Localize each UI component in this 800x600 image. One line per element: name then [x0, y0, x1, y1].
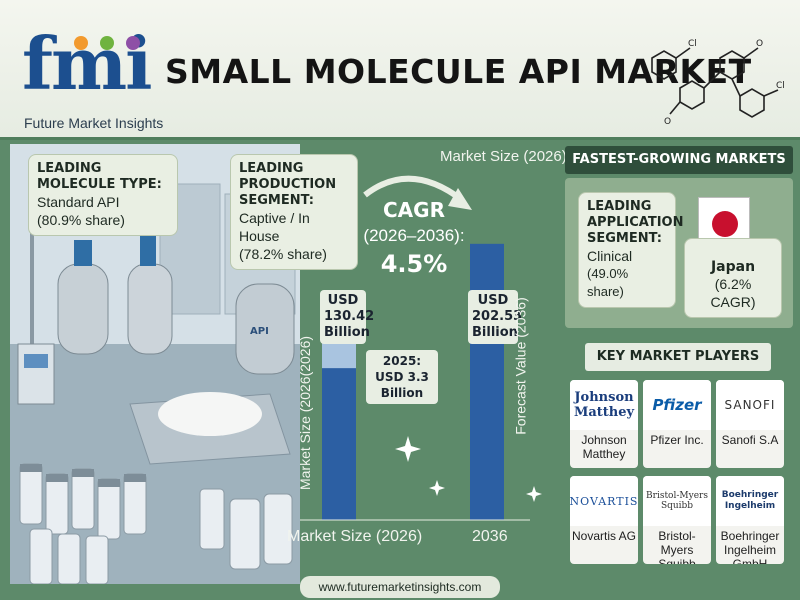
page-title: SMALL MOLECULE API MARKET [165, 52, 752, 91]
player-name: Johnson Matthey [581, 433, 627, 461]
note-2025: 2025: USD 3.3 Billion [366, 350, 438, 404]
bar-2036-label: USD 202.53 Billion [468, 290, 522, 344]
country-name: Japan [710, 259, 756, 275]
sparkle-icons [395, 436, 542, 502]
svg-text:O: O [756, 39, 763, 49]
logo-subtitle: Future Market Insights [24, 115, 164, 131]
svg-text:O: O [664, 117, 671, 127]
callout-molecule-type: LEADING MOLECULE TYPE: Standard API (80.… [28, 154, 178, 236]
fastest-growing-heading: FASTEST-GROWING MARKETS [565, 146, 793, 174]
key-players-heading: KEY MARKET PLAYERS [585, 343, 771, 371]
vessel-label: API [250, 326, 269, 337]
country-cagr: (6.2% CAGR) [710, 276, 756, 310]
callout-country: Japan (6.2% CAGR) [684, 238, 782, 318]
cagr-block: CAGR (2026–2036): 4.5% [358, 198, 470, 278]
bar-2036-vertical-label: Forecast Value (2036) [512, 297, 529, 435]
logo-dot-green [100, 36, 114, 50]
bar-2026-label: USD 130.42 Billion [320, 290, 374, 344]
callout-production-segment: LEADING PRODUCTION SEGMENT: Captive / In… [230, 154, 358, 270]
callout-production-heading: LEADING PRODUCTION SEGMENT: [239, 161, 337, 208]
callout-molecule-heading: LEADING MOLECULE TYPE: [37, 161, 162, 192]
x-label-2026: Market Size (2026) [287, 528, 423, 545]
x-label-2036: 2036 [472, 528, 508, 545]
bar-2026 [322, 342, 356, 520]
player-logo: Pfizer [643, 380, 711, 430]
player-card: Boehringer Ingelheim Boehringer Ingelheim… [716, 476, 784, 564]
cagr-value: 4.5% [380, 250, 448, 278]
application-heading: LEADING APPLICATION SEGMENT: [587, 199, 684, 246]
callout-molecule-share: (80.9% share) [37, 212, 125, 228]
logo-dot-purple [126, 36, 140, 50]
player-logo: Johnson Matthey [570, 380, 638, 430]
bar-2026-vertical-label: Market Size (2026(2026) [297, 335, 314, 491]
player-name: Sanofi S.A [721, 433, 779, 447]
player-card: Bristol-Myers Squibb Bristol-Myers Squibb [643, 476, 711, 564]
player-logo: NOVARTIS [570, 476, 638, 526]
player-logo: Bristol-Myers Squibb [643, 476, 711, 526]
header-banner: fmi Future Market Insights SMALL MOLECUL… [0, 0, 800, 140]
svg-text:Cl: Cl [776, 81, 785, 91]
application-value: Clinical [587, 248, 633, 264]
player-logo: SANOFI [716, 380, 784, 430]
bar-2026-highlight [322, 342, 356, 369]
cagr-title: CAGR [383, 198, 445, 222]
player-card: Pfizer Pfizer Inc. [643, 380, 711, 468]
player-card: SANOFI Sanofi S.A [716, 380, 784, 468]
callout-molecule-value: Standard API [37, 194, 120, 210]
chart-top-caption: Market Size (2026) [440, 148, 567, 165]
player-name: Bristol-Myers Squibb [658, 529, 696, 564]
callout-application-segment: LEADING APPLICATION SEGMENT: Clinical (4… [578, 192, 684, 308]
footer-url: www.futuremarketinsights.com [300, 576, 500, 598]
bar-2036 [470, 243, 504, 520]
player-name: Novartis AG [571, 529, 637, 543]
callout-production-share: (78.2% share) [239, 246, 327, 262]
callout-production-value: Captive / In House [239, 210, 310, 244]
application-share: (49.0% share) [587, 266, 629, 299]
player-logo: Boehringer Ingelheim [716, 476, 784, 526]
player-card: NOVARTIS Novartis AG [570, 476, 638, 564]
player-card: Johnson Matthey Johnson Matthey [570, 380, 638, 468]
logo-dot-orange [74, 36, 88, 50]
player-name: Pfizer Inc. [650, 433, 704, 447]
growth-arrow [363, 175, 464, 203]
cagr-period: (2026–2036): [363, 226, 465, 245]
svg-text:Cl: Cl [688, 39, 697, 49]
player-name: Boehringer Ingelheim GmbH [720, 529, 780, 564]
molecule-structure-icon: Cl O Cl O [651, 39, 785, 127]
